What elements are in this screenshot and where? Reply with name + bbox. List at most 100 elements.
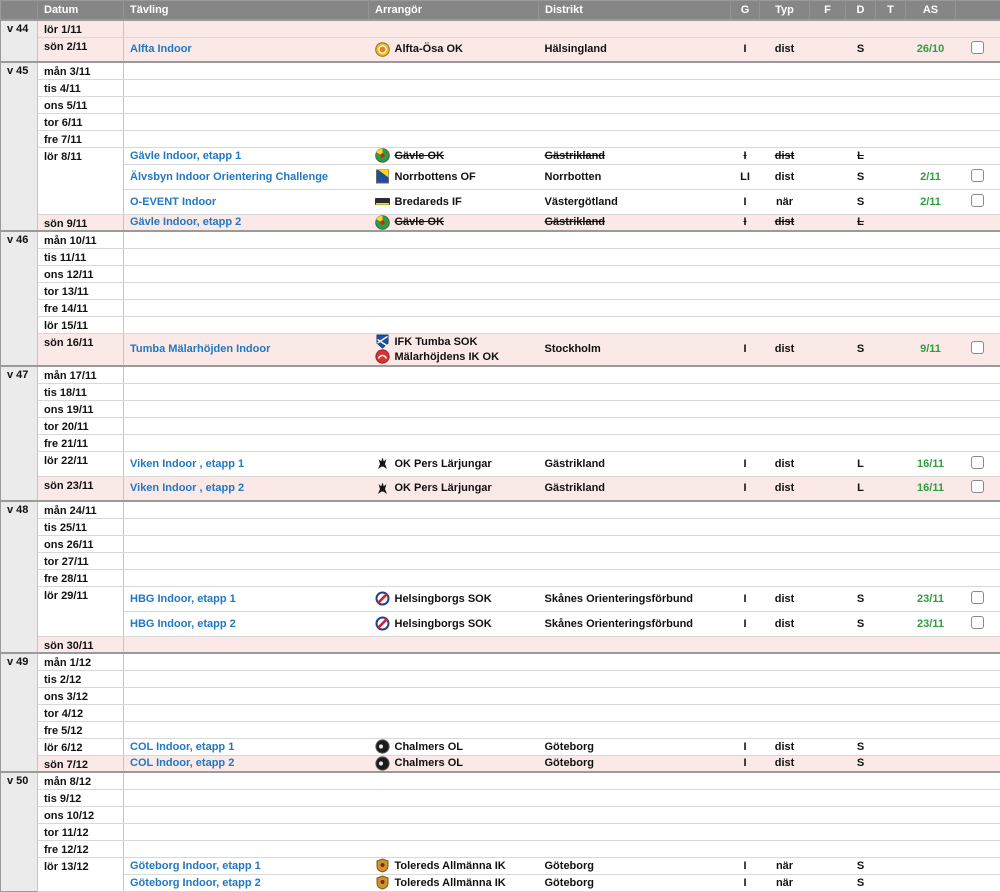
entry-deadline-date[interactable]: 26/10	[916, 43, 945, 56]
organizer-line: Helsingborgs SOK	[375, 591, 539, 606]
entry-deadline-cell	[905, 79, 956, 97]
event-link[interactable]: COL Indoor, etapp 1	[130, 740, 235, 753]
g-value-cell	[730, 248, 760, 266]
organizer-cell	[368, 636, 539, 654]
event-link[interactable]: Göteborg Indoor, etapp 1	[130, 859, 261, 872]
typ-value-cell	[759, 434, 810, 452]
event-title-cell: HBG Indoor, etapp 2	[123, 611, 369, 637]
d-value-cell: S	[845, 586, 876, 612]
organizer-cell	[368, 500, 539, 519]
t-value-cell	[875, 417, 906, 435]
select-cell	[955, 434, 1000, 452]
g-value-cell	[730, 704, 760, 722]
organizer-cell	[368, 79, 539, 97]
d-value: S	[856, 757, 865, 770]
event-select-checkbox[interactable]	[971, 168, 985, 182]
district-cell	[538, 282, 731, 300]
calendar-header: Datum Tävling Arrangör Distrikt G Typ F D T AS	[0, 0, 1000, 20]
organizer-line: OK Pers Lärjungar	[375, 456, 539, 471]
event-select-checkbox[interactable]	[971, 480, 985, 494]
organizer-name: Helsingborgs SOK	[394, 592, 492, 605]
entry-deadline-date[interactable]: 9/11	[920, 343, 941, 356]
event-select-checkbox[interactable]	[971, 341, 985, 355]
column-header-t: T	[875, 0, 906, 20]
g-value-cell	[730, 299, 760, 317]
select-cell	[955, 400, 1000, 418]
organizer-cell: Norrbottens OF	[368, 164, 539, 190]
entry-deadline-date[interactable]: 23/11	[917, 592, 944, 605]
column-header-select	[955, 0, 1000, 20]
district-cell	[538, 417, 731, 435]
event-select-checkbox[interactable]	[971, 41, 985, 55]
event-link[interactable]: HBG Indoor, etapp 1	[130, 592, 236, 605]
f-value-cell	[809, 771, 846, 790]
g-value-cell	[730, 806, 760, 824]
organizer-cell	[368, 535, 539, 553]
organizer-line: Mälarhöjdens IK OK	[374, 349, 539, 364]
event-title-cell: COL Indoor, etapp 1	[123, 738, 369, 756]
entry-deadline-cell	[905, 636, 956, 654]
entry-deadline-date[interactable]: 2/11	[920, 195, 941, 208]
event-select-checkbox[interactable]	[971, 615, 985, 629]
event-link[interactable]: O-EVENT Indoor	[130, 195, 217, 208]
organizer-cell	[368, 113, 539, 131]
column-header-f: F	[809, 0, 846, 20]
organizer-cell	[368, 552, 539, 570]
g-value: I	[743, 216, 747, 229]
date-cell: fre 21/11	[37, 434, 124, 452]
entry-deadline-cell	[905, 721, 956, 739]
district-name: Göteborg	[544, 859, 595, 872]
t-value-cell	[875, 316, 906, 334]
select-cell	[955, 248, 1000, 266]
district-cell: Norrbotten	[538, 164, 731, 190]
g-value-cell	[730, 61, 760, 80]
d-value-cell	[845, 248, 876, 266]
t-value-cell	[875, 806, 906, 824]
select-cell	[955, 316, 1000, 334]
event-link[interactable]: Tumba Mälarhöjden Indoor	[130, 343, 271, 356]
typ-value-cell: dist	[759, 333, 810, 367]
organizer-cell	[368, 19, 539, 38]
typ-value-cell	[759, 417, 810, 435]
event-link[interactable]: Gävle Indoor, etapp 2	[130, 216, 242, 229]
organizer-cell	[368, 365, 539, 384]
event-link[interactable]: Göteborg Indoor, etapp 2	[130, 876, 261, 889]
event-link[interactable]: Gävle Indoor, etapp 1	[130, 149, 242, 162]
event-select-checkbox[interactable]	[971, 455, 985, 469]
organizer-cell: Alfta-Ösa OK	[368, 37, 539, 63]
organizer-cell	[368, 96, 539, 114]
g-value-cell	[730, 417, 760, 435]
entry-deadline-date[interactable]: 16/11	[917, 482, 944, 495]
entry-deadline-cell	[905, 299, 956, 317]
entry-deadline-date[interactable]: 23/11	[917, 617, 944, 630]
entry-deadline-date[interactable]: 16/11	[917, 457, 944, 470]
typ-value-cell	[759, 552, 810, 570]
g-value-cell	[730, 265, 760, 283]
typ-value-cell: dist	[759, 611, 810, 637]
district-cell: Gästrikland	[538, 147, 731, 165]
event-link[interactable]: Viken Indoor , etapp 2	[130, 482, 245, 495]
week-label: v 50	[0, 771, 38, 891]
f-value-cell	[809, 37, 846, 63]
event-link[interactable]: Älvsbyn Indoor Orientering Challenge	[130, 170, 329, 183]
empty-day-row: tis 9/12	[1, 789, 1000, 807]
event-select-checkbox[interactable]	[971, 590, 985, 604]
f-value-cell	[809, 417, 846, 435]
f-value-cell	[809, 611, 846, 637]
f-value-cell	[809, 434, 846, 452]
event-link[interactable]: Viken Indoor , etapp 1	[130, 457, 245, 470]
entry-deadline-date[interactable]: 2/11	[920, 170, 941, 183]
t-value-cell	[875, 611, 906, 637]
district-cell	[538, 552, 731, 570]
event-select-checkbox[interactable]	[971, 193, 985, 207]
t-value-cell	[875, 96, 906, 114]
typ-value-cell	[759, 61, 810, 80]
organizer-line: Helsingborgs SOK	[375, 616, 539, 631]
empty-day-row: v 45 mån 3/11	[0, 61, 1000, 231]
event-link[interactable]: HBG Indoor, etapp 2	[130, 617, 236, 630]
event-link[interactable]: Alfta Indoor	[130, 43, 192, 56]
district-cell: Gästrikland	[538, 476, 731, 502]
event-link[interactable]: COL Indoor, etapp 2	[130, 757, 235, 770]
event-title-cell: Gävle Indoor, etapp 1	[123, 147, 369, 165]
organizer-cell	[368, 130, 539, 148]
